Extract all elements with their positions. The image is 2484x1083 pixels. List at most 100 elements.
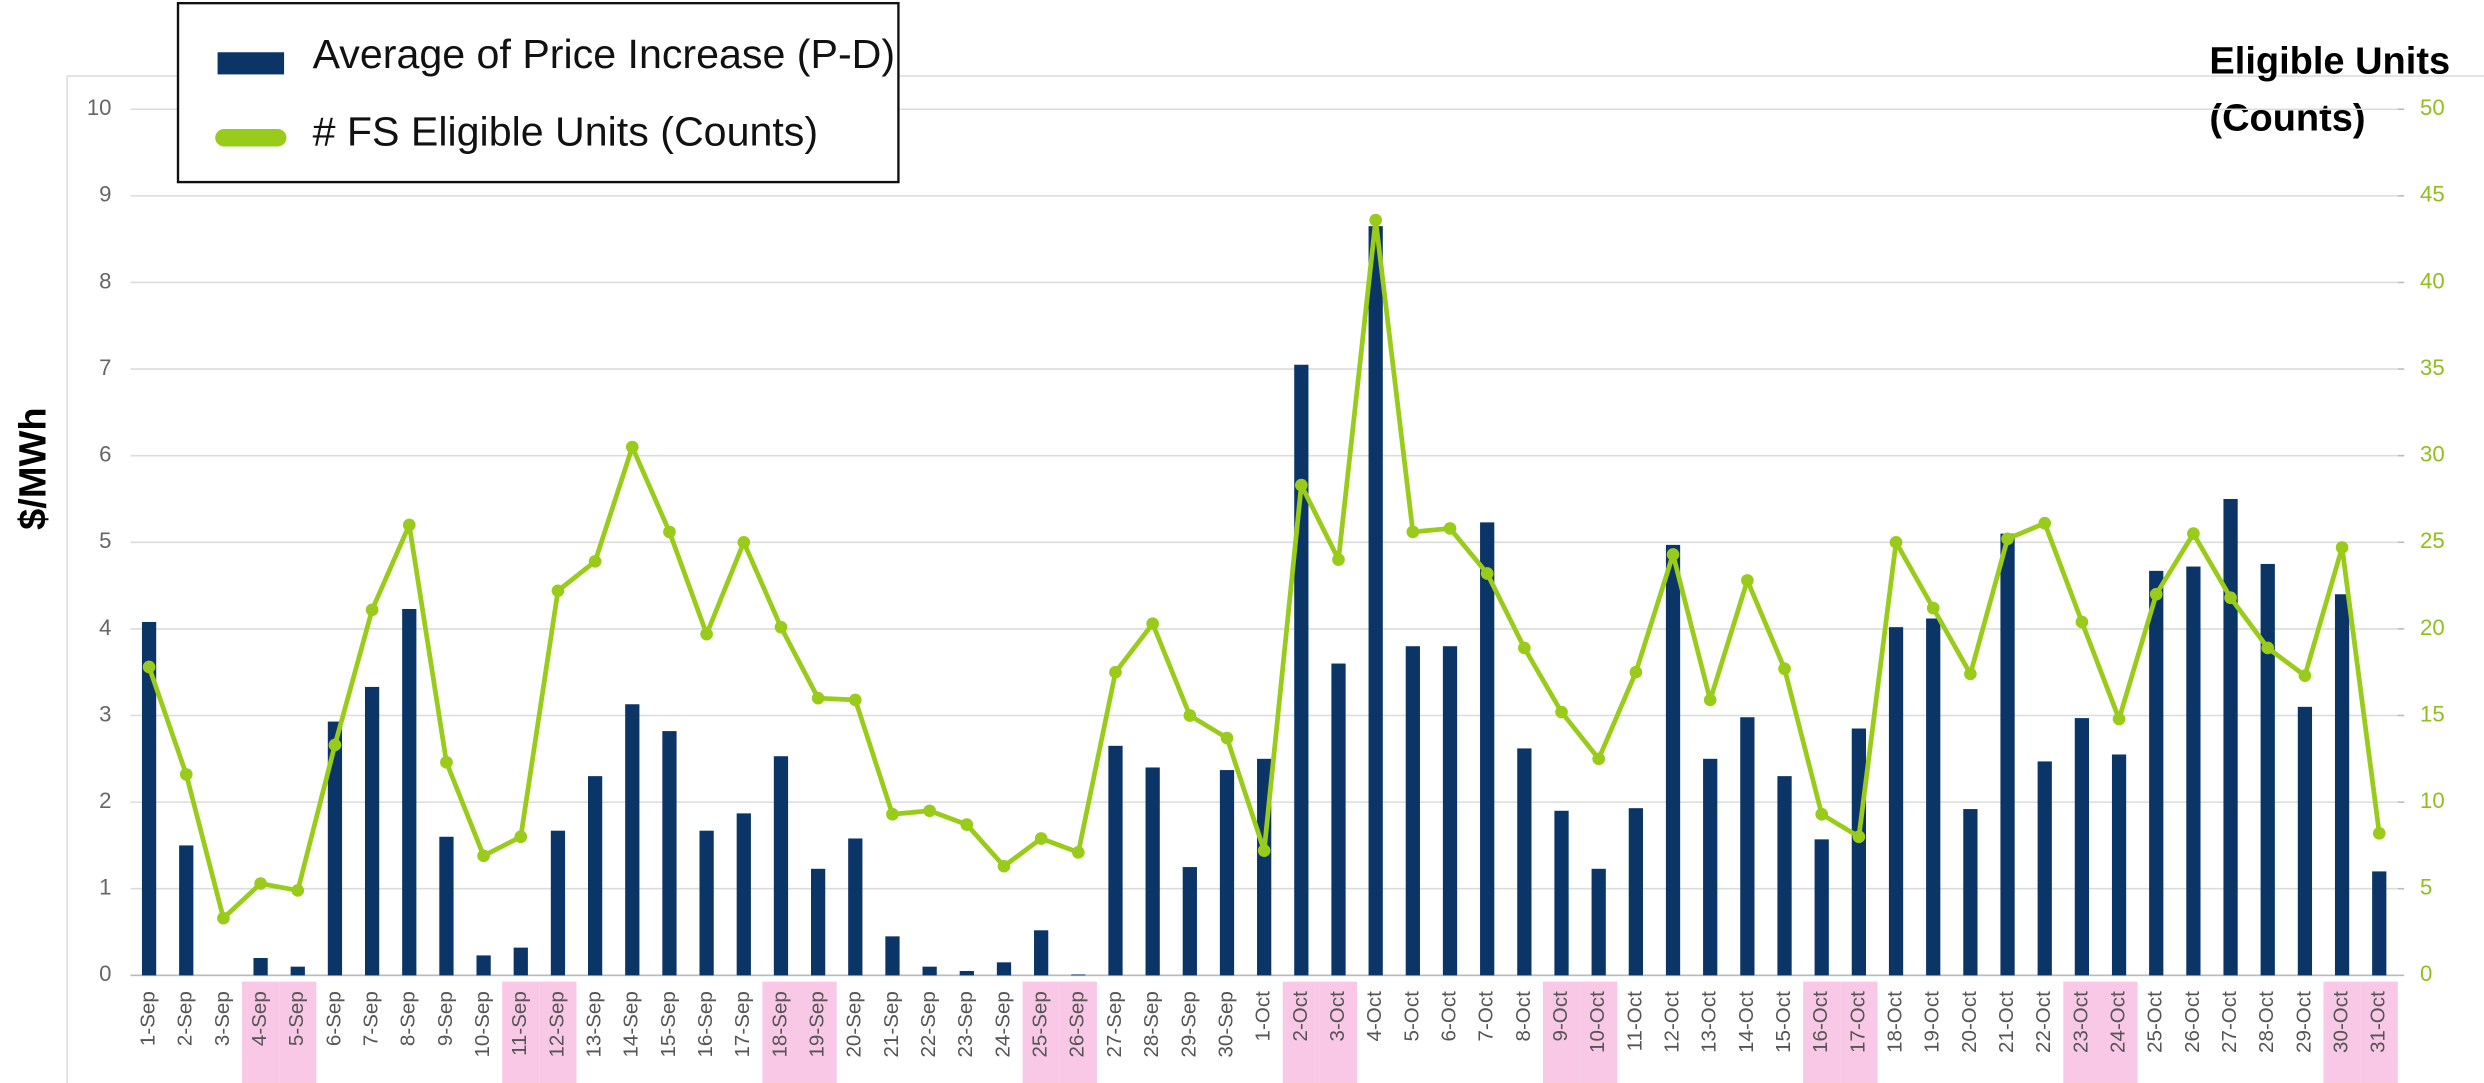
bar [1666, 545, 1680, 975]
bar [1926, 619, 1940, 976]
bar [1852, 728, 1866, 975]
x-tick-label: 10-Sep [471, 991, 494, 1057]
line-marker [1741, 574, 1754, 587]
y-tick-label: 7 [99, 355, 111, 380]
line-marker [2299, 669, 2312, 682]
bar [2149, 571, 2163, 975]
bar [997, 962, 1011, 975]
line-marker [552, 584, 565, 597]
y2-axis-label: (Counts) [2209, 97, 2365, 139]
line-marker [1964, 668, 1977, 681]
line-marker [1146, 617, 1159, 630]
y2-tick-label: 0 [2420, 961, 2432, 986]
legend-swatch [218, 52, 285, 74]
bar [1369, 226, 1383, 975]
bar [811, 869, 825, 976]
line-marker [2001, 532, 2014, 545]
x-tick-label: 27-Sep [1103, 991, 1126, 1057]
x-tick-label: 17-Sep [731, 991, 754, 1057]
line-marker [254, 877, 267, 890]
bar [2298, 707, 2312, 975]
x-tick-label: 18-Oct [1883, 991, 1906, 1053]
line-marker [1555, 706, 1568, 719]
x-tick-label: 11-Sep [508, 991, 531, 1056]
line-marker [403, 519, 416, 532]
x-tick-label: 11-Oct [1623, 991, 1646, 1052]
x-tick-label: 23-Sep [954, 991, 977, 1057]
y2-tick-label: 10 [2420, 788, 2445, 813]
y-tick-label: 1 [99, 875, 111, 900]
bar [1815, 839, 1829, 975]
line-marker [217, 912, 230, 925]
line-marker [329, 739, 342, 752]
line-marker [700, 628, 713, 641]
line-marker [1927, 602, 1940, 615]
y-tick-label: 0 [99, 961, 111, 986]
x-tick-label: 1-Sep [137, 991, 160, 1046]
bar [1777, 776, 1791, 975]
line-marker [1778, 662, 1791, 675]
line-marker [1407, 526, 1420, 539]
bar [179, 845, 193, 975]
line-marker [1630, 666, 1643, 679]
line-marker [477, 849, 490, 862]
line-marker [1295, 479, 1308, 492]
line-marker [2038, 517, 2051, 530]
line-marker [2150, 588, 2163, 601]
bar [1963, 809, 1977, 975]
line-marker [998, 860, 1011, 873]
bar [1517, 748, 1531, 975]
x-tick-label: 16-Sep [694, 991, 717, 1057]
line-marker [1444, 522, 1457, 535]
bar [1183, 867, 1197, 975]
x-tick-label: 9-Oct [1549, 991, 1572, 1042]
x-tick-label: 7-Sep [360, 991, 383, 1046]
line-marker [2373, 827, 2386, 840]
line-marker [2187, 527, 2200, 540]
y2-tick-label: 15 [2420, 701, 2445, 726]
bar [1294, 365, 1308, 976]
x-tick-label: 24-Oct [2107, 991, 2130, 1053]
line-marker [1592, 752, 1605, 765]
line-marker [1853, 830, 1866, 843]
bar [923, 967, 937, 976]
line-marker [2261, 642, 2274, 655]
bar [551, 831, 565, 976]
bar [402, 609, 416, 975]
bar [737, 813, 751, 975]
bar [848, 838, 862, 975]
y2-tick-label: 20 [2420, 615, 2445, 640]
bar [1703, 759, 1717, 976]
y2-tick-label: 50 [2420, 95, 2445, 120]
x-tick-label: 26-Sep [1066, 991, 1089, 1057]
line-marker [1815, 808, 1828, 821]
y2-tick-label: 5 [2420, 875, 2432, 900]
x-tick-label: 30-Sep [1214, 991, 1237, 1057]
x-tick-label: 22-Sep [917, 991, 940, 1057]
x-tick-label: 8-Oct [1512, 991, 1535, 1042]
bar [2372, 871, 2386, 975]
y-tick-label: 6 [99, 442, 111, 467]
bar [1034, 930, 1048, 975]
x-tick-label: 12-Oct [1660, 991, 1683, 1053]
x-tick-label: 2-Sep [174, 991, 197, 1046]
line-marker [1072, 846, 1085, 859]
bar [700, 831, 714, 976]
bar [960, 971, 974, 975]
bar [1108, 746, 1122, 976]
y2-axis-label: Eligible Units [2209, 40, 2450, 82]
line-marker [775, 621, 788, 634]
bar [2335, 594, 2349, 975]
x-tick-label: 21-Oct [1995, 991, 2018, 1053]
line-marker [180, 768, 193, 781]
line-marker [1890, 536, 1903, 549]
bar [2186, 567, 2200, 976]
bar [1554, 811, 1568, 976]
y2-tick-label: 45 [2420, 182, 2445, 207]
bar [1406, 646, 1420, 975]
bar [1480, 522, 1494, 975]
line-marker [366, 604, 379, 617]
x-tick-label: 2-Oct [1289, 991, 1312, 1042]
line-marker [812, 692, 825, 705]
x-tick-label: 10-Oct [1586, 991, 1609, 1053]
